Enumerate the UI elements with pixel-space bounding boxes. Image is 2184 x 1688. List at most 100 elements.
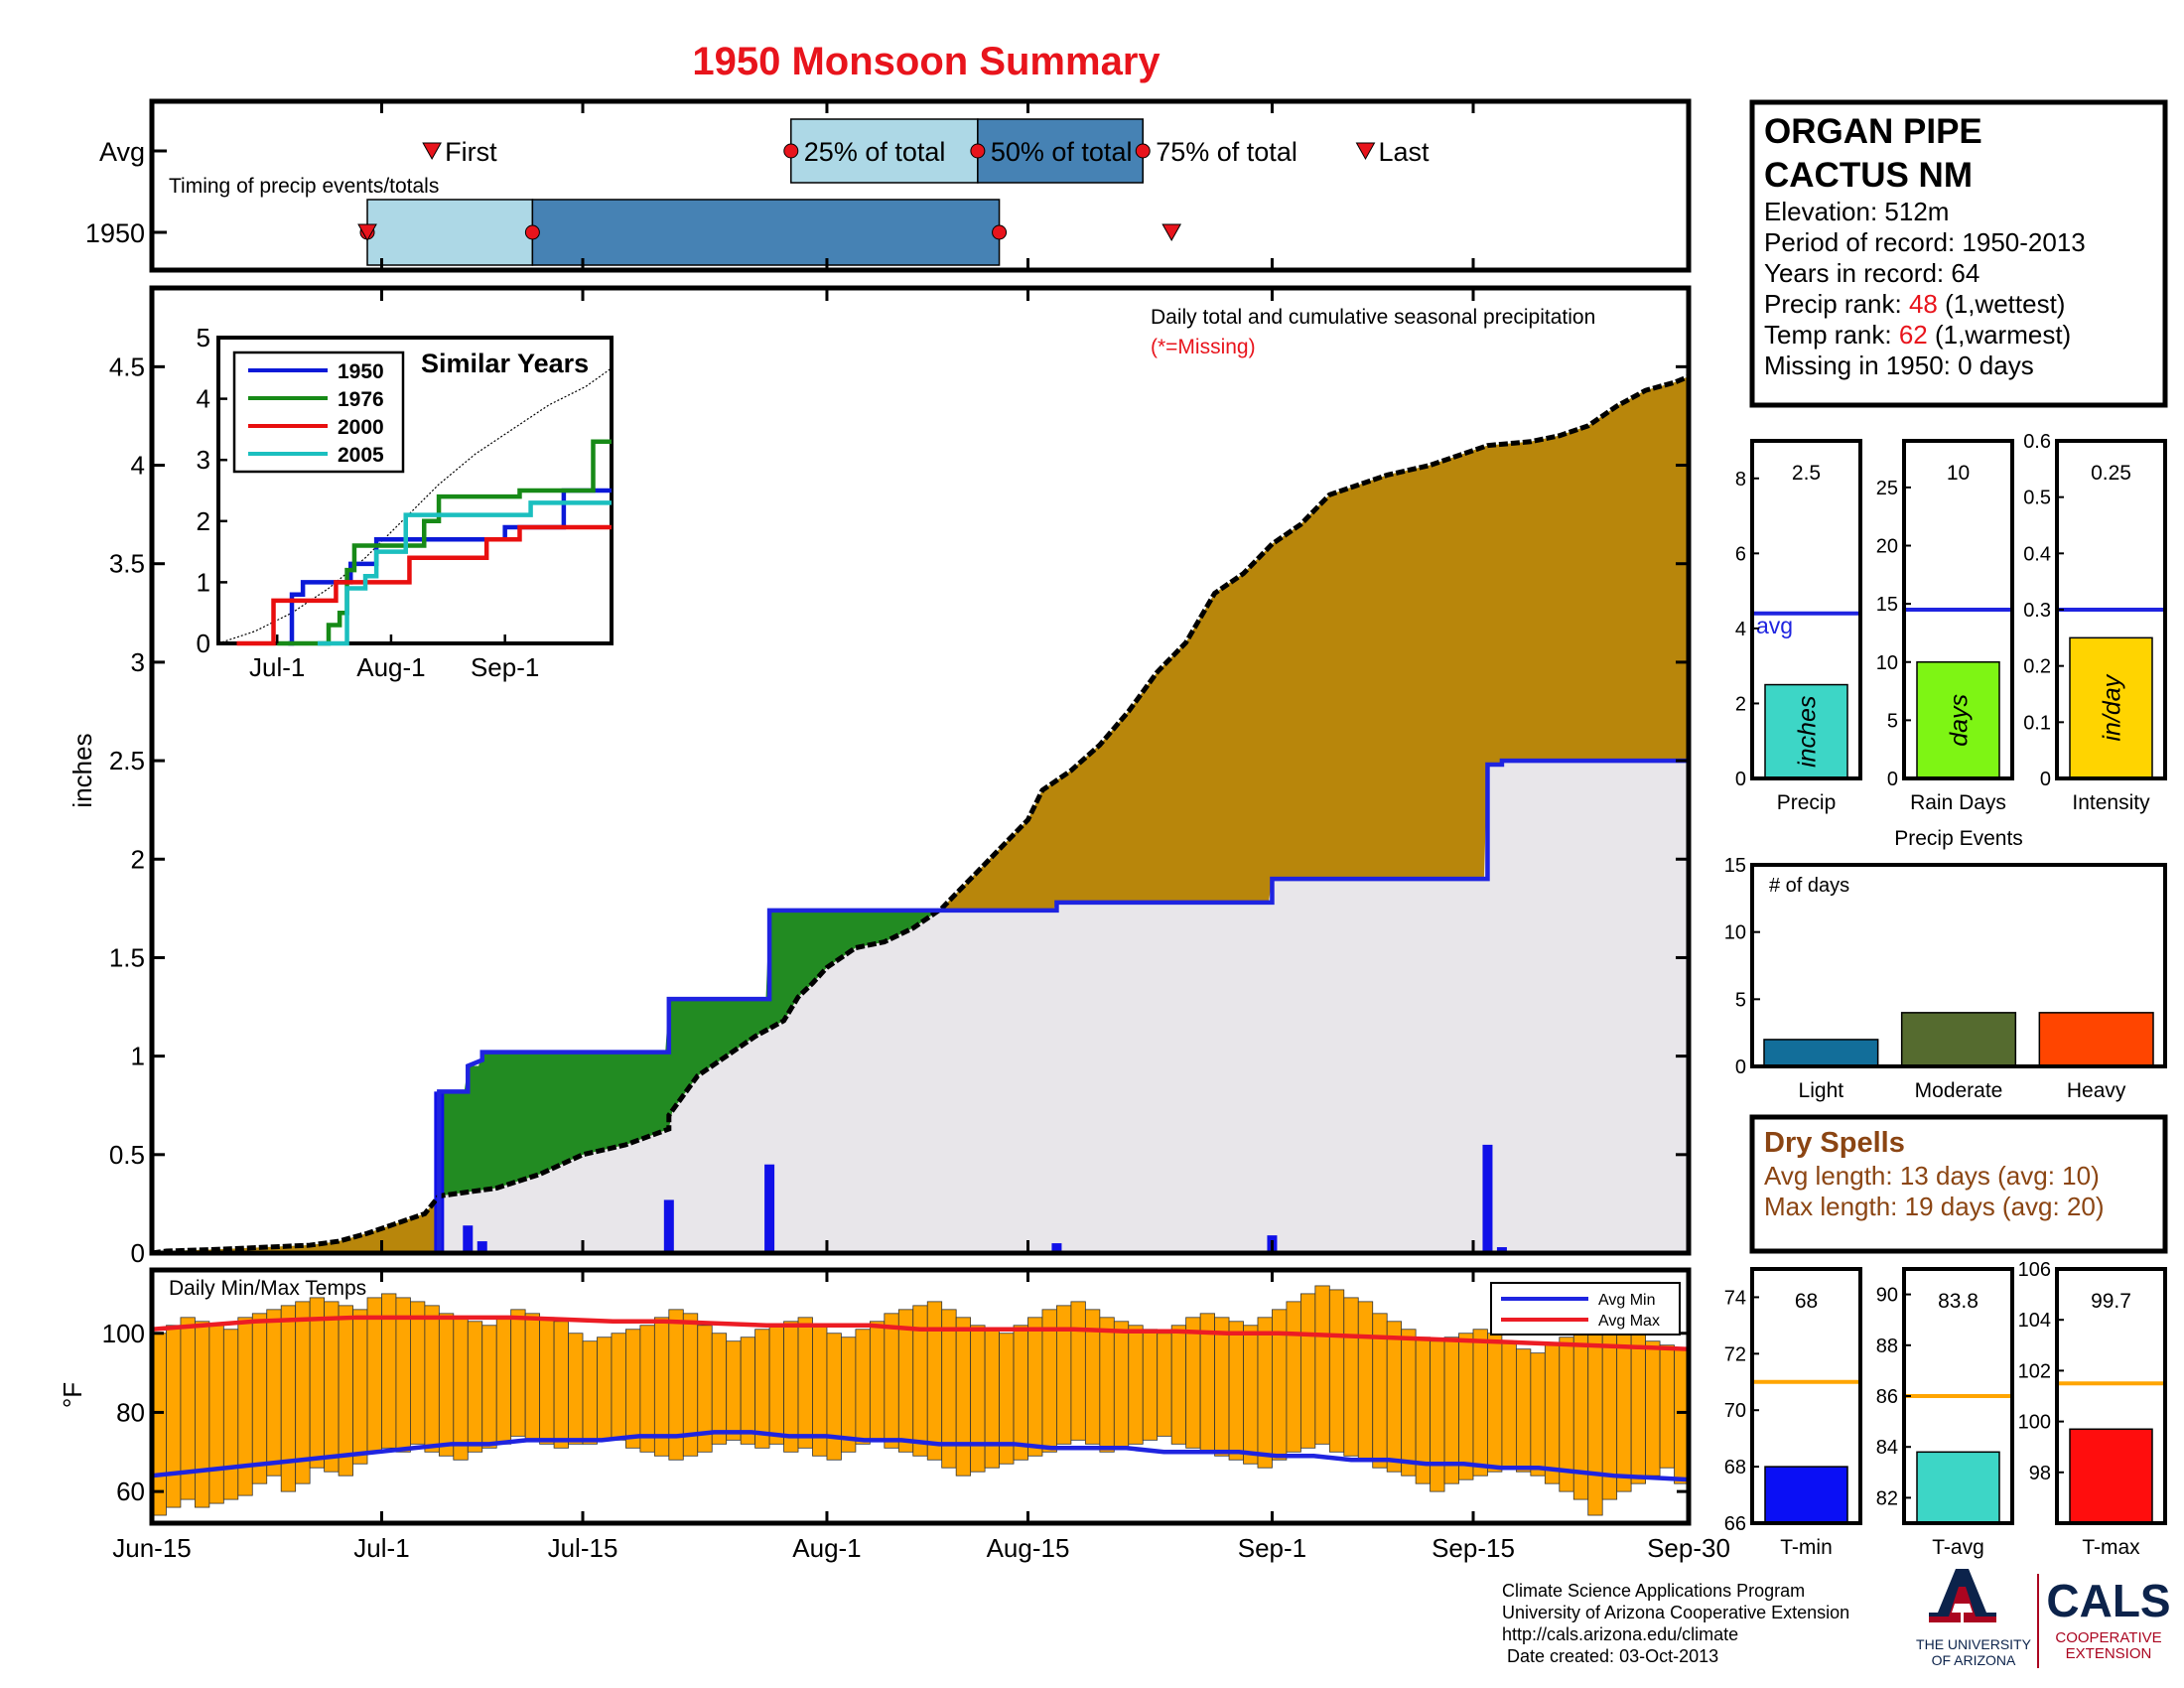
precip-stat-y-tick-label: 20	[1876, 536, 1898, 558]
daily-temp-bar	[1013, 1325, 1028, 1461]
temp-stat-bar-t-avg	[1916, 1451, 2000, 1524]
precip-events-y-tick-label: 10	[1724, 922, 1746, 944]
daily-temp-bar	[1645, 1340, 1661, 1477]
precip-stat-y-tick-label: 0.3	[2023, 600, 2051, 622]
daily-precip-bar	[663, 1199, 674, 1253]
daily-temp-bar	[1515, 1348, 1532, 1473]
inset-legend-label-1950: 1950	[338, 360, 384, 383]
daily-temp-bar	[1113, 1321, 1130, 1449]
temps-title: Daily Min/Max Temps	[169, 1277, 366, 1300]
x-tick-label: Jul-1	[353, 1533, 409, 1563]
precip-events-y-tick-label: 0	[1735, 1056, 1746, 1078]
precip-stats-panels: avg 2.5 inches 0 2 4 6 8 Precip 10 days 0 5 10 15 20 25 R…	[1735, 431, 2167, 814]
dry-spells-title: Dry Spells	[1764, 1127, 1905, 1159]
daily-temp-bar	[1128, 1325, 1144, 1445]
precip-events-bar-moderate	[1900, 1012, 2017, 1067]
block-a-icon	[1929, 1569, 1996, 1622]
inset-y-tick-label: 0	[197, 629, 210, 658]
daily-temp-bar	[195, 1321, 210, 1508]
station-period: Period of record: 1950-2013	[1764, 227, 2086, 257]
university-of-arizona-logo: THE UNIVERSITY OF ARIZONA	[1916, 1569, 2039, 1668]
daily-temp-bar	[366, 1297, 382, 1453]
precip-stat-value-1: 10	[1947, 462, 1970, 485]
station-elevation: Elevation: 512m	[1764, 197, 1949, 226]
temps-legend-box	[1490, 1282, 1681, 1336]
daily-temp-bar	[855, 1329, 871, 1445]
precip-stat-label-2: Intensity	[2072, 791, 2150, 814]
precip-stat-label-1: Rain Days	[1910, 791, 2006, 814]
precip-stat-bar-rain-days	[1916, 661, 2000, 779]
daily-temps-panel: 60 80 100 Jun-15 Jul-1 Jul-15 Aug-1 Aug-15 Sep-1…	[58, 1267, 1730, 1563]
inset-series-line-1976	[277, 439, 612, 646]
daily-temp-bar	[481, 1325, 497, 1449]
figure-title: 1950 Monsoon Summary	[692, 40, 1160, 83]
main-y-tick-label: 4.5	[109, 352, 145, 381]
daily-temp-bar	[1314, 1285, 1330, 1445]
temp-stat-label-2: T-max	[2082, 1536, 2140, 1559]
daily-temp-bar	[841, 1336, 857, 1453]
avg-max-line	[151, 1315, 1690, 1351]
temp-stat-y-tick-label: 82	[1876, 1487, 1898, 1509]
temp-stat-bar-t-min	[1764, 1466, 1848, 1524]
precip-stat-bar-precip	[1764, 683, 1848, 779]
temp-stat-frame-2	[2055, 1267, 2167, 1525]
daily-temp-bar	[266, 1309, 282, 1477]
daily-temp-bar	[754, 1329, 770, 1449]
temp-stat-value-0: 68	[1795, 1290, 1818, 1313]
temp-stat-y-tick-label: 98	[2029, 1463, 2051, 1484]
temp-stat-y-tick-label: 84	[1876, 1437, 1898, 1459]
dry-spells-max-length: Max length: 19 days (avg: 20)	[1764, 1192, 2105, 1221]
temp-stat-y-tick-label: 104	[2018, 1310, 2051, 1332]
precip-events-label-light: Light	[1799, 1079, 1844, 1102]
daily-temp-bar	[1544, 1344, 1561, 1484]
daily-temp-bar	[1472, 1329, 1488, 1477]
missing-note: (*=Missing)	[1151, 336, 1256, 358]
daily-temp-bar	[453, 1317, 469, 1461]
temp-stat-y-tick-label: 88	[1876, 1336, 1898, 1357]
temps-y-tick-label: 60	[116, 1477, 145, 1506]
station-precip-rank: Precip rank: 48 (1,wettest)	[1764, 289, 2065, 319]
daily-precip-bar	[764, 1164, 775, 1253]
daily-temp-bar	[410, 1301, 426, 1445]
daily-temp-bar	[783, 1321, 799, 1453]
footer-line-4: Date created: 03-Oct-2013	[1502, 1646, 1718, 1666]
daily-temp-bar	[1587, 1325, 1603, 1516]
daily-temp-bar	[1286, 1301, 1301, 1453]
cals-wordmark: CALS	[2046, 1575, 2170, 1626]
precip-stat-y-tick-label: 0.1	[2023, 712, 2051, 734]
daily-temp-bar	[711, 1333, 728, 1445]
x-tick-label: Aug-15	[987, 1533, 1070, 1563]
daily-temp-bar	[338, 1305, 353, 1477]
daily-temp-bar	[897, 1309, 914, 1453]
main-y-tick-label: 3.5	[109, 549, 145, 579]
label-25: 25% of total	[804, 137, 946, 167]
precip-stat-y-tick-label: 5	[1887, 710, 1898, 732]
daily-temp-bar	[467, 1321, 483, 1453]
station-name-line2: CACTUS NM	[1764, 156, 1973, 195]
precip-events-ylabel: # of days	[1769, 875, 1849, 897]
daily-precip-bar	[1051, 1243, 1062, 1253]
avg-75-marker	[1135, 143, 1151, 159]
daily-temp-bar	[1458, 1333, 1474, 1480]
inset-title: Similar Years	[421, 349, 589, 378]
avg-last-marker	[1355, 142, 1376, 161]
legend-label-avg-max: Avg Max	[1598, 1313, 1660, 1330]
footer-line-3: http://cals.arizona.edu/climate	[1502, 1624, 1738, 1644]
footer-line-1: Climate Science Applications Program	[1502, 1581, 1805, 1601]
precip-stat-y-tick-label: 6	[1735, 543, 1746, 565]
precip-stat-avg-label: avg	[1756, 613, 1793, 638]
cals-logo: CALS COOPERATIVE EXTENSION	[2046, 1575, 2170, 1662]
daily-temp-bar	[309, 1297, 326, 1469]
daily-precip-bar	[463, 1225, 474, 1253]
temp-stat-frame-1	[1902, 1267, 2014, 1525]
main-y-tick-label: 2	[131, 844, 145, 874]
daily-temp-bar	[826, 1333, 842, 1461]
temps-y-tick-label: 100	[102, 1319, 145, 1348]
precip-events-frame	[1750, 863, 2167, 1068]
main-y-tick-label: 1	[131, 1042, 145, 1071]
precip-stat-y-tick-label: 0	[2040, 769, 2051, 790]
inset-x-tick-label: Jul-1	[249, 652, 305, 682]
station-name-line1: ORGAN PIPE	[1764, 112, 1982, 151]
label-75: 75% of total	[1156, 137, 1297, 167]
